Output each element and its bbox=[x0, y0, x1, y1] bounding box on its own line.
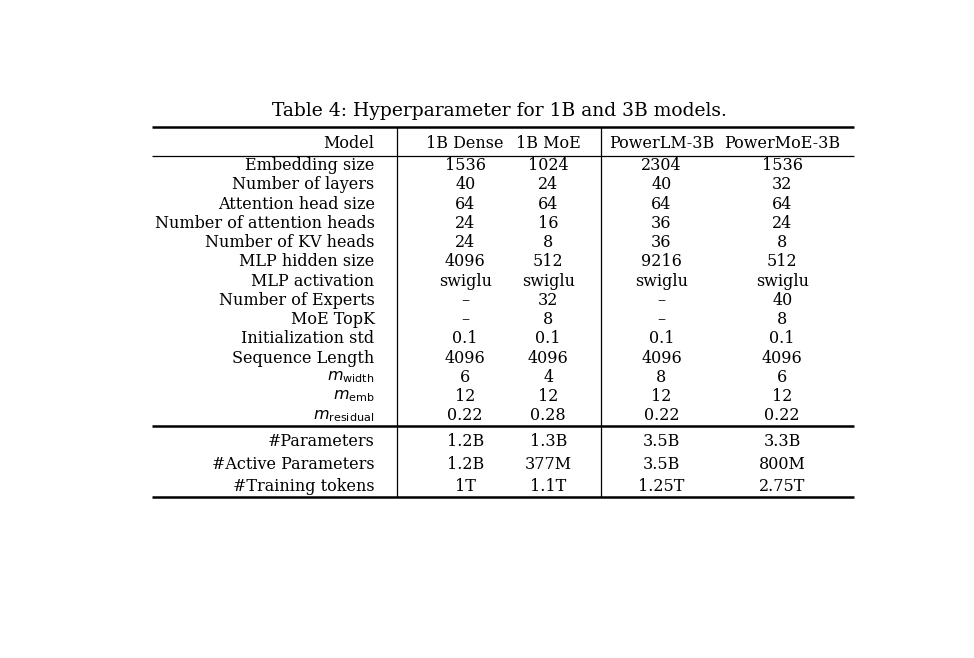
Text: 3.3B: 3.3B bbox=[764, 433, 801, 450]
Text: 4096: 4096 bbox=[445, 349, 486, 367]
Text: 64: 64 bbox=[652, 195, 672, 213]
Text: 64: 64 bbox=[538, 195, 558, 213]
Text: 8: 8 bbox=[777, 234, 787, 251]
Text: 6: 6 bbox=[460, 369, 470, 386]
Text: 1.25T: 1.25T bbox=[638, 478, 685, 495]
Text: 8: 8 bbox=[543, 311, 553, 328]
Text: 0.1: 0.1 bbox=[649, 330, 674, 347]
Text: 1.1T: 1.1T bbox=[530, 478, 566, 495]
Text: 24: 24 bbox=[455, 234, 475, 251]
Text: 24: 24 bbox=[772, 215, 793, 232]
Text: 3.5B: 3.5B bbox=[643, 433, 680, 450]
Text: 0.22: 0.22 bbox=[765, 407, 800, 424]
Text: PowerLM-3B: PowerLM-3B bbox=[609, 136, 714, 152]
Text: swiglu: swiglu bbox=[438, 272, 492, 290]
Text: 64: 64 bbox=[772, 195, 793, 213]
Text: 36: 36 bbox=[652, 215, 672, 232]
Text: Number of Experts: Number of Experts bbox=[219, 292, 375, 309]
Text: #Active Parameters: #Active Parameters bbox=[212, 455, 375, 472]
Text: –: – bbox=[461, 292, 469, 309]
Text: 12: 12 bbox=[652, 388, 672, 405]
Text: 6: 6 bbox=[777, 369, 787, 386]
Text: 40: 40 bbox=[455, 176, 475, 193]
Text: swiglu: swiglu bbox=[756, 272, 808, 290]
Text: Number of layers: Number of layers bbox=[233, 176, 375, 193]
Text: 4096: 4096 bbox=[528, 349, 569, 367]
Text: 9216: 9216 bbox=[641, 253, 682, 270]
Text: 24: 24 bbox=[455, 215, 475, 232]
Text: 36: 36 bbox=[652, 234, 672, 251]
Text: –: – bbox=[461, 311, 469, 328]
Text: 24: 24 bbox=[538, 176, 558, 193]
Text: 40: 40 bbox=[772, 292, 793, 309]
Text: #Parameters: #Parameters bbox=[268, 433, 375, 450]
Text: 8: 8 bbox=[543, 234, 553, 251]
Text: 800M: 800M bbox=[759, 455, 805, 472]
Text: 32: 32 bbox=[772, 176, 793, 193]
Text: 1.3B: 1.3B bbox=[530, 433, 567, 450]
Text: MLP hidden size: MLP hidden size bbox=[240, 253, 375, 270]
Text: 4096: 4096 bbox=[445, 253, 486, 270]
Text: Embedding size: Embedding size bbox=[245, 157, 375, 174]
Text: 12: 12 bbox=[538, 388, 558, 405]
Text: PowerMoE-3B: PowerMoE-3B bbox=[725, 136, 841, 152]
Text: 0.1: 0.1 bbox=[453, 330, 478, 347]
Text: 12: 12 bbox=[772, 388, 793, 405]
Text: Table 4: Hyperparameter for 1B and 3B models.: Table 4: Hyperparameter for 1B and 3B mo… bbox=[272, 102, 727, 120]
Text: Model: Model bbox=[323, 136, 375, 152]
Text: 1536: 1536 bbox=[445, 157, 486, 174]
Text: 1B MoE: 1B MoE bbox=[516, 136, 581, 152]
Text: MLP activation: MLP activation bbox=[251, 272, 375, 290]
Text: 1B Dense: 1B Dense bbox=[427, 136, 504, 152]
Text: swiglu: swiglu bbox=[635, 272, 688, 290]
Text: 1024: 1024 bbox=[528, 157, 569, 174]
Text: 40: 40 bbox=[652, 176, 672, 193]
Text: 64: 64 bbox=[455, 195, 475, 213]
Text: 2.75T: 2.75T bbox=[759, 478, 805, 495]
Text: 0.22: 0.22 bbox=[644, 407, 679, 424]
Text: $m_\mathrm{width}$: $m_\mathrm{width}$ bbox=[327, 370, 375, 385]
Text: 1.2B: 1.2B bbox=[447, 455, 484, 472]
Text: 0.22: 0.22 bbox=[447, 407, 483, 424]
Text: 1T: 1T bbox=[455, 478, 475, 495]
Text: 3.5B: 3.5B bbox=[643, 455, 680, 472]
Text: Attention head size: Attention head size bbox=[217, 195, 375, 213]
Text: 4096: 4096 bbox=[641, 349, 682, 367]
Text: MoE TopK: MoE TopK bbox=[290, 311, 375, 328]
Text: 1536: 1536 bbox=[762, 157, 803, 174]
Text: Number of KV heads: Number of KV heads bbox=[206, 234, 375, 251]
Text: #Training tokens: #Training tokens bbox=[233, 478, 375, 495]
Text: 0.1: 0.1 bbox=[536, 330, 561, 347]
Text: $m_\mathrm{emb}$: $m_\mathrm{emb}$ bbox=[333, 389, 375, 405]
Text: 0.28: 0.28 bbox=[531, 407, 566, 424]
Text: 4096: 4096 bbox=[762, 349, 803, 367]
Text: 0.1: 0.1 bbox=[769, 330, 795, 347]
Text: 8: 8 bbox=[656, 369, 666, 386]
Text: 512: 512 bbox=[533, 253, 564, 270]
Text: Sequence Length: Sequence Length bbox=[233, 349, 375, 367]
Text: $m_\mathrm{residual}$: $m_\mathrm{residual}$ bbox=[314, 408, 375, 424]
Text: 16: 16 bbox=[538, 215, 558, 232]
Text: 512: 512 bbox=[767, 253, 798, 270]
Text: –: – bbox=[657, 292, 665, 309]
Text: 1.2B: 1.2B bbox=[447, 433, 484, 450]
Text: swiglu: swiglu bbox=[522, 272, 575, 290]
Text: Initialization std: Initialization std bbox=[242, 330, 375, 347]
Text: 12: 12 bbox=[455, 388, 475, 405]
Text: 2304: 2304 bbox=[641, 157, 682, 174]
Text: 377M: 377M bbox=[525, 455, 572, 472]
Text: 8: 8 bbox=[777, 311, 787, 328]
Text: 32: 32 bbox=[538, 292, 558, 309]
Text: Number of attention heads: Number of attention heads bbox=[155, 215, 375, 232]
Text: –: – bbox=[657, 311, 665, 328]
Text: 4: 4 bbox=[543, 369, 553, 386]
